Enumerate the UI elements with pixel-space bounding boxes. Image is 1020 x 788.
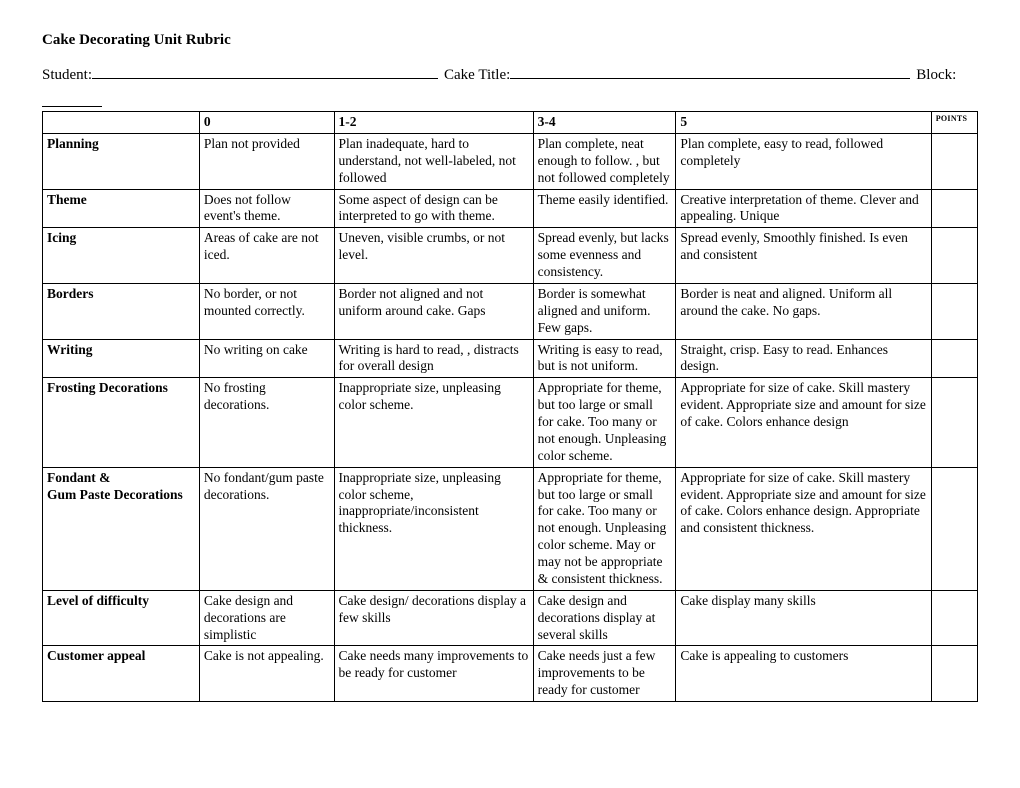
cell-5: Cake display many skills: [676, 590, 931, 646]
header-0: 0: [199, 112, 334, 134]
cell-points: [931, 378, 977, 467]
cell-0: Does not follow event's theme.: [199, 189, 334, 228]
cell-34: Cake design and decorations display at s…: [533, 590, 676, 646]
header-34: 3-4: [533, 112, 676, 134]
row-label: Writing: [43, 339, 200, 378]
table-row: Fondant &Gum Paste DecorationsNo fondant…: [43, 467, 978, 590]
cell-points: [931, 339, 977, 378]
table-row: Customer appealCake is not appealing.Cak…: [43, 646, 978, 702]
rubric-table: 01-23-45POINTSPlanningPlan not providedP…: [42, 111, 978, 702]
table-row: PlanningPlan not providedPlan inadequate…: [43, 133, 978, 189]
cell-34: Cake needs just a few improvements to be…: [533, 646, 676, 702]
cell-5: Spread evenly, Smoothly finished. Is eve…: [676, 228, 931, 284]
header-5: 5: [676, 112, 931, 134]
cell-5: Appropriate for size of cake. Skill mast…: [676, 467, 931, 590]
student-blank: [92, 78, 438, 79]
cell-12: Cake needs many improvements to be ready…: [334, 646, 533, 702]
row-label: Customer appeal: [43, 646, 200, 702]
cell-points: [931, 283, 977, 339]
document-title: Cake Decorating Unit Rubric: [42, 32, 978, 49]
cell-34: Writing is easy to read, but is not unif…: [533, 339, 676, 378]
table-row: Frosting DecorationsNo frosting decorati…: [43, 378, 978, 467]
row-label: Level of difficulty: [43, 590, 200, 646]
table-row: IcingAreas of cake are not iced.Uneven, …: [43, 228, 978, 284]
cell-12: Inappropriate size, unpleasing color sch…: [334, 467, 533, 590]
cell-points: [931, 133, 977, 189]
cell-34: Border is somewhat aligned and uniform. …: [533, 283, 676, 339]
row-label: Theme: [43, 189, 200, 228]
cell-34: Theme easily identified.: [533, 189, 676, 228]
row-label: Fondant &Gum Paste Decorations: [43, 467, 200, 590]
row-label: Planning: [43, 133, 200, 189]
block-label: Block:: [916, 67, 956, 84]
cell-12: Uneven, visible crumbs, or not level.: [334, 228, 533, 284]
block-blank-row: [42, 96, 978, 112]
cell-0: Areas of cake are not iced.: [199, 228, 334, 284]
header-blank: [43, 112, 200, 134]
cell-points: [931, 590, 977, 646]
header-points: POINTS: [931, 112, 977, 134]
cell-0: No writing on cake: [199, 339, 334, 378]
cell-5: Cake is appealing to customers: [676, 646, 931, 702]
table-row: WritingNo writing on cakeWriting is hard…: [43, 339, 978, 378]
cell-5: Straight, crisp. Easy to read. Enhances …: [676, 339, 931, 378]
header-12: 1-2: [334, 112, 533, 134]
cell-points: [931, 189, 977, 228]
cell-12: Some aspect of design can be interpreted…: [334, 189, 533, 228]
row-label: Borders: [43, 283, 200, 339]
cell-34: Appropriate for theme, but too large or …: [533, 378, 676, 467]
cell-34: Plan complete, neat enough to follow. , …: [533, 133, 676, 189]
cell-34: Spread evenly, but lacks some evenness a…: [533, 228, 676, 284]
cell-12: Plan inadequate, hard to understand, not…: [334, 133, 533, 189]
cell-0: No fondant/gum paste decorations.: [199, 467, 334, 590]
cell-5: Plan complete, easy to read, followed co…: [676, 133, 931, 189]
row-label: Frosting Decorations: [43, 378, 200, 467]
cell-points: [931, 646, 977, 702]
table-row: ThemeDoes not follow event's theme.Some …: [43, 189, 978, 228]
cell-12: Inappropriate size, unpleasing color sch…: [334, 378, 533, 467]
cell-0: No border, or not mounted correctly.: [199, 283, 334, 339]
cell-points: [931, 467, 977, 590]
cell-12: Writing is hard to read, , distracts for…: [334, 339, 533, 378]
block-blank: [42, 106, 102, 107]
cell-points: [931, 228, 977, 284]
cell-5: Border is neat and aligned. Uniform all …: [676, 283, 931, 339]
cell-12: Border not aligned and not uniform aroun…: [334, 283, 533, 339]
cell-0: Plan not provided: [199, 133, 334, 189]
caketitle-blank: [510, 78, 910, 79]
cell-0: Cake design and decorations are simplist…: [199, 590, 334, 646]
student-label: Student:: [42, 67, 92, 84]
cell-5: Creative interpretation of theme. Clever…: [676, 189, 931, 228]
table-row: Level of difficultyCake design and decor…: [43, 590, 978, 646]
table-row: BordersNo border, or not mounted correct…: [43, 283, 978, 339]
row-label: Icing: [43, 228, 200, 284]
cell-12: Cake design/ decorations display a few s…: [334, 590, 533, 646]
cell-5: Appropriate for size of cake. Skill mast…: [676, 378, 931, 467]
cell-0: No frosting decorations.: [199, 378, 334, 467]
caketitle-label: Cake Title:: [444, 67, 510, 84]
cell-34: Appropriate for theme, but too large or …: [533, 467, 676, 590]
header-fields: Student: Cake Title: Block:: [42, 67, 978, 84]
cell-0: Cake is not appealing.: [199, 646, 334, 702]
